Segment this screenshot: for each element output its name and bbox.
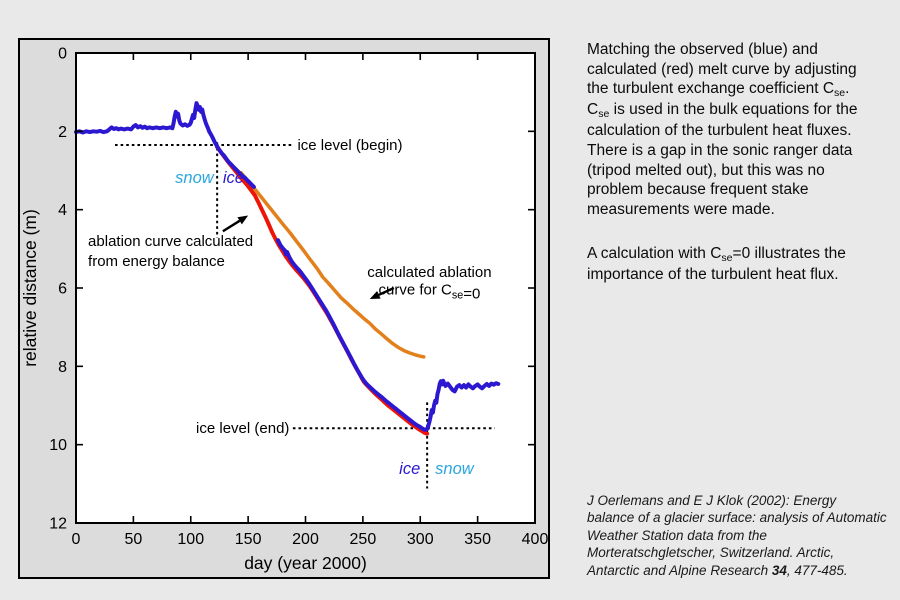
chart-panel: 0 50 100 150 200 250 300 350 400 0 2 4 6 8 10 12 day (ye… xyxy=(18,38,550,579)
sidebar-text: Matching the observed (blue) and calcula… xyxy=(587,40,873,310)
ablation-curve-label-line1: ablation curve calculated xyxy=(88,233,253,250)
x-axis-title: day (year 2000) xyxy=(244,553,367,573)
series-curve-0 xyxy=(239,171,426,359)
x-tick-label: 250 xyxy=(350,531,377,548)
x-tick-label: 50 xyxy=(124,531,142,548)
ice-begin-label: ice xyxy=(223,169,244,187)
cse0-label-line2: curve for Cse=0 xyxy=(378,282,480,303)
ablation-curve-arrow-head xyxy=(237,215,249,225)
x-tick-label: 350 xyxy=(464,531,491,548)
y-axis-title: relative distance (m) xyxy=(20,209,40,367)
x-tick-label: 400 xyxy=(522,531,548,548)
x-tick-label: 200 xyxy=(292,531,319,548)
description-paragraph-1: Matching the observed (blue) and calcula… xyxy=(587,41,858,218)
cse0-label-line1: calculated ablation xyxy=(367,264,491,281)
y-tick-label: 4 xyxy=(58,202,67,219)
cse0-arrow-head xyxy=(369,291,381,299)
x-tick-label: 0 xyxy=(72,531,81,548)
snow-end-label: snow xyxy=(435,460,475,478)
cse0-arrow xyxy=(378,286,395,296)
series-curve-2 xyxy=(276,238,501,432)
y-tick-label: 10 xyxy=(49,437,67,454)
y-tick-label: 0 xyxy=(58,46,67,63)
x-tick-label: 300 xyxy=(407,531,434,548)
citation: J Oerlemans and E J Klok (2002): Energy … xyxy=(587,492,887,578)
y-tick-label: 12 xyxy=(49,516,67,533)
description-paragraph-2: A calculation with Cse=0 illustrates the… xyxy=(587,245,846,284)
y-tick-label: 6 xyxy=(58,281,67,298)
series-curve-2 xyxy=(74,101,256,189)
y-tick-label: 2 xyxy=(58,124,67,141)
plot-area xyxy=(76,53,535,523)
ice-level-begin-label: ice level (begin) xyxy=(297,137,402,154)
y-tick-label: 8 xyxy=(58,359,67,376)
ice-level-end-label: ice level (end) xyxy=(196,420,289,437)
ablation-chart: 0 50 100 150 200 250 300 350 400 0 2 4 6 8 10 12 day (ye… xyxy=(20,46,548,574)
ablation-curve-arrow xyxy=(222,219,241,233)
x-tick-label: 150 xyxy=(235,531,262,548)
ice-end-label: ice xyxy=(399,460,420,478)
snow-begin-label: snow xyxy=(175,169,215,187)
x-tick-label: 100 xyxy=(177,531,204,548)
ablation-curve-label-line2: from energy balance xyxy=(88,253,225,270)
